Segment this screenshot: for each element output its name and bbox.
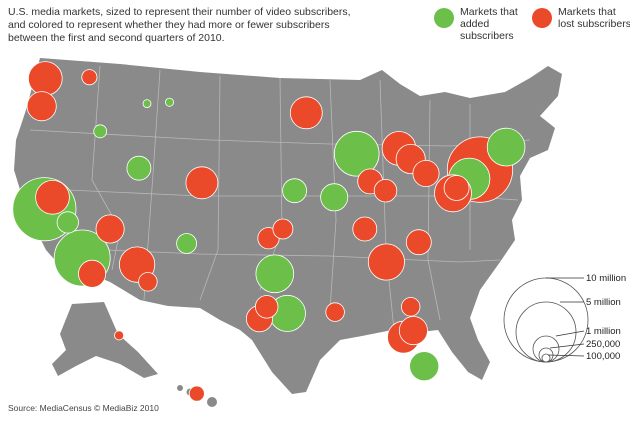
market-bubble-lost bbox=[398, 316, 428, 346]
scale-label-10m: 10 million bbox=[586, 273, 626, 284]
market-bubble-lost bbox=[412, 159, 440, 187]
legend-lost-label: Markets that lost subscribers bbox=[558, 6, 630, 30]
market-bubble-lost bbox=[95, 214, 125, 244]
market-bubble-lost bbox=[373, 178, 398, 203]
scale-label-100k: 100,000 bbox=[586, 351, 620, 362]
intro-text: U.S. media markets, sized to represent t… bbox=[8, 6, 351, 44]
scale-circle-100k bbox=[541, 353, 551, 363]
market-bubble-added bbox=[255, 254, 295, 294]
market-bubble-lost bbox=[81, 69, 98, 86]
markets-layer bbox=[12, 61, 526, 402]
market-bubble-added bbox=[320, 183, 349, 212]
scale-label-5m: 5 million bbox=[586, 297, 621, 308]
market-bubble-lost bbox=[401, 297, 421, 317]
market-bubble-lost bbox=[325, 302, 345, 322]
market-bubble-added bbox=[164, 97, 174, 107]
market-bubble-lost bbox=[27, 61, 63, 96]
market-bubble-added bbox=[333, 130, 380, 177]
market-bubble-added bbox=[56, 211, 79, 234]
market-bubble-lost bbox=[78, 259, 107, 288]
added-swatch-icon bbox=[434, 8, 454, 28]
market-bubble-lost bbox=[352, 216, 378, 242]
scale-label-250k: 250,000 bbox=[586, 339, 620, 350]
market-bubble-added bbox=[409, 351, 440, 382]
market-bubble-lost bbox=[255, 295, 279, 319]
legend-added-label: Markets that added subscribers bbox=[460, 6, 518, 42]
market-bubble-added bbox=[93, 124, 108, 139]
alaska-land bbox=[52, 302, 158, 378]
market-bubble-lost bbox=[138, 272, 158, 292]
market-bubble-lost bbox=[188, 385, 205, 402]
market-bubble-lost bbox=[272, 218, 294, 240]
source-credit: Source: MediaCensus © MediaBiz 2010 bbox=[8, 403, 159, 413]
market-bubble-added bbox=[142, 99, 152, 108]
market-bubble-added bbox=[126, 155, 152, 181]
market-bubble-lost bbox=[185, 166, 219, 200]
market-bubble-added bbox=[282, 178, 308, 204]
market-bubble-lost bbox=[289, 96, 323, 130]
scale-label-1m: 1 million bbox=[586, 326, 621, 337]
market-bubble-lost bbox=[114, 330, 125, 341]
size-scale-legend: 10 million 5 million 1 million 250,000 1… bbox=[503, 273, 626, 363]
market-bubble-lost bbox=[443, 175, 470, 201]
lost-swatch-icon bbox=[532, 8, 552, 28]
market-bubble-lost bbox=[405, 229, 432, 256]
market-bubble-added bbox=[486, 127, 526, 167]
market-bubble-lost bbox=[35, 180, 70, 215]
market-bubble-lost bbox=[26, 91, 57, 122]
market-bubble-lost bbox=[367, 243, 405, 281]
market-bubble-added bbox=[176, 233, 198, 254]
